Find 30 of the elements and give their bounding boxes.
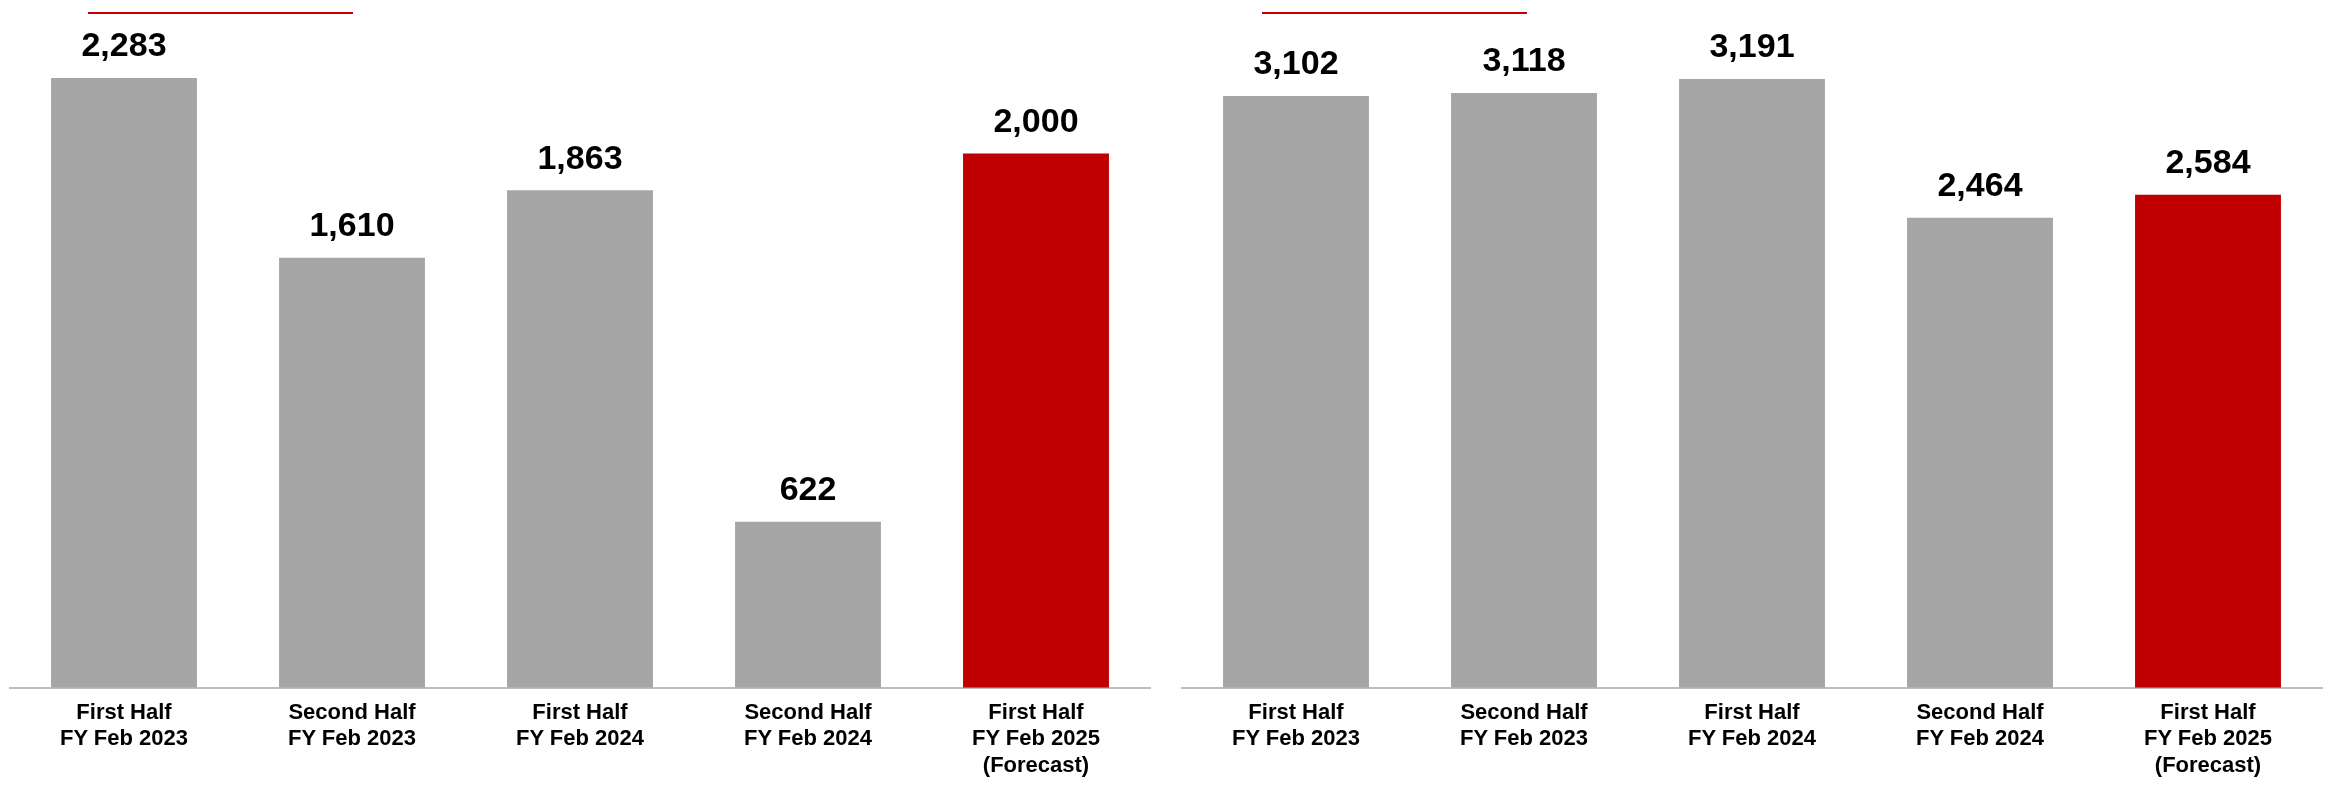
- data-label: 3,191: [1709, 26, 1795, 65]
- bar: [279, 257, 425, 688]
- x-tick-label: First Half FY Feb 2023: [60, 699, 188, 751]
- data-label: 2,283: [81, 25, 167, 64]
- bar: [2135, 194, 2281, 688]
- x-tick-label: First Half FY Feb 2024: [1688, 699, 1817, 751]
- bar: [1451, 92, 1597, 688]
- x-tick-label: Second Half FY Feb 2024: [744, 699, 873, 751]
- data-label: 2,584: [2165, 142, 2251, 181]
- data-label: 622: [779, 469, 837, 508]
- data-label: 1,863: [537, 137, 623, 176]
- data-label: 2,000: [993, 100, 1079, 139]
- data-label: 1,610: [309, 205, 395, 244]
- bar: [735, 521, 881, 688]
- bar: [1907, 217, 2053, 688]
- bar: [1679, 78, 1825, 688]
- data-label: 3,118: [1482, 40, 1566, 79]
- x-tick-label: Second Half FY Feb 2023: [1460, 699, 1589, 751]
- x-tick-label: First Half FY Feb 2024: [516, 699, 645, 751]
- x-tick-label: First Half FY Feb 2025 (Forecast): [972, 699, 1100, 777]
- x-tick-label: First Half FY Feb 2023: [1232, 699, 1360, 751]
- bar: [963, 153, 1109, 688]
- x-tick-label: Second Half FY Feb 2023: [288, 699, 417, 751]
- data-label: 3,102: [1253, 43, 1339, 82]
- data-label: 2,464: [1937, 165, 2023, 204]
- bar: [51, 77, 197, 688]
- x-tick-label: Second Half FY Feb 2024: [1916, 699, 2045, 751]
- bar: [1223, 95, 1369, 688]
- x-tick-label: First Half FY Feb 2025 (Forecast): [2144, 699, 2272, 777]
- bar: [507, 190, 653, 688]
